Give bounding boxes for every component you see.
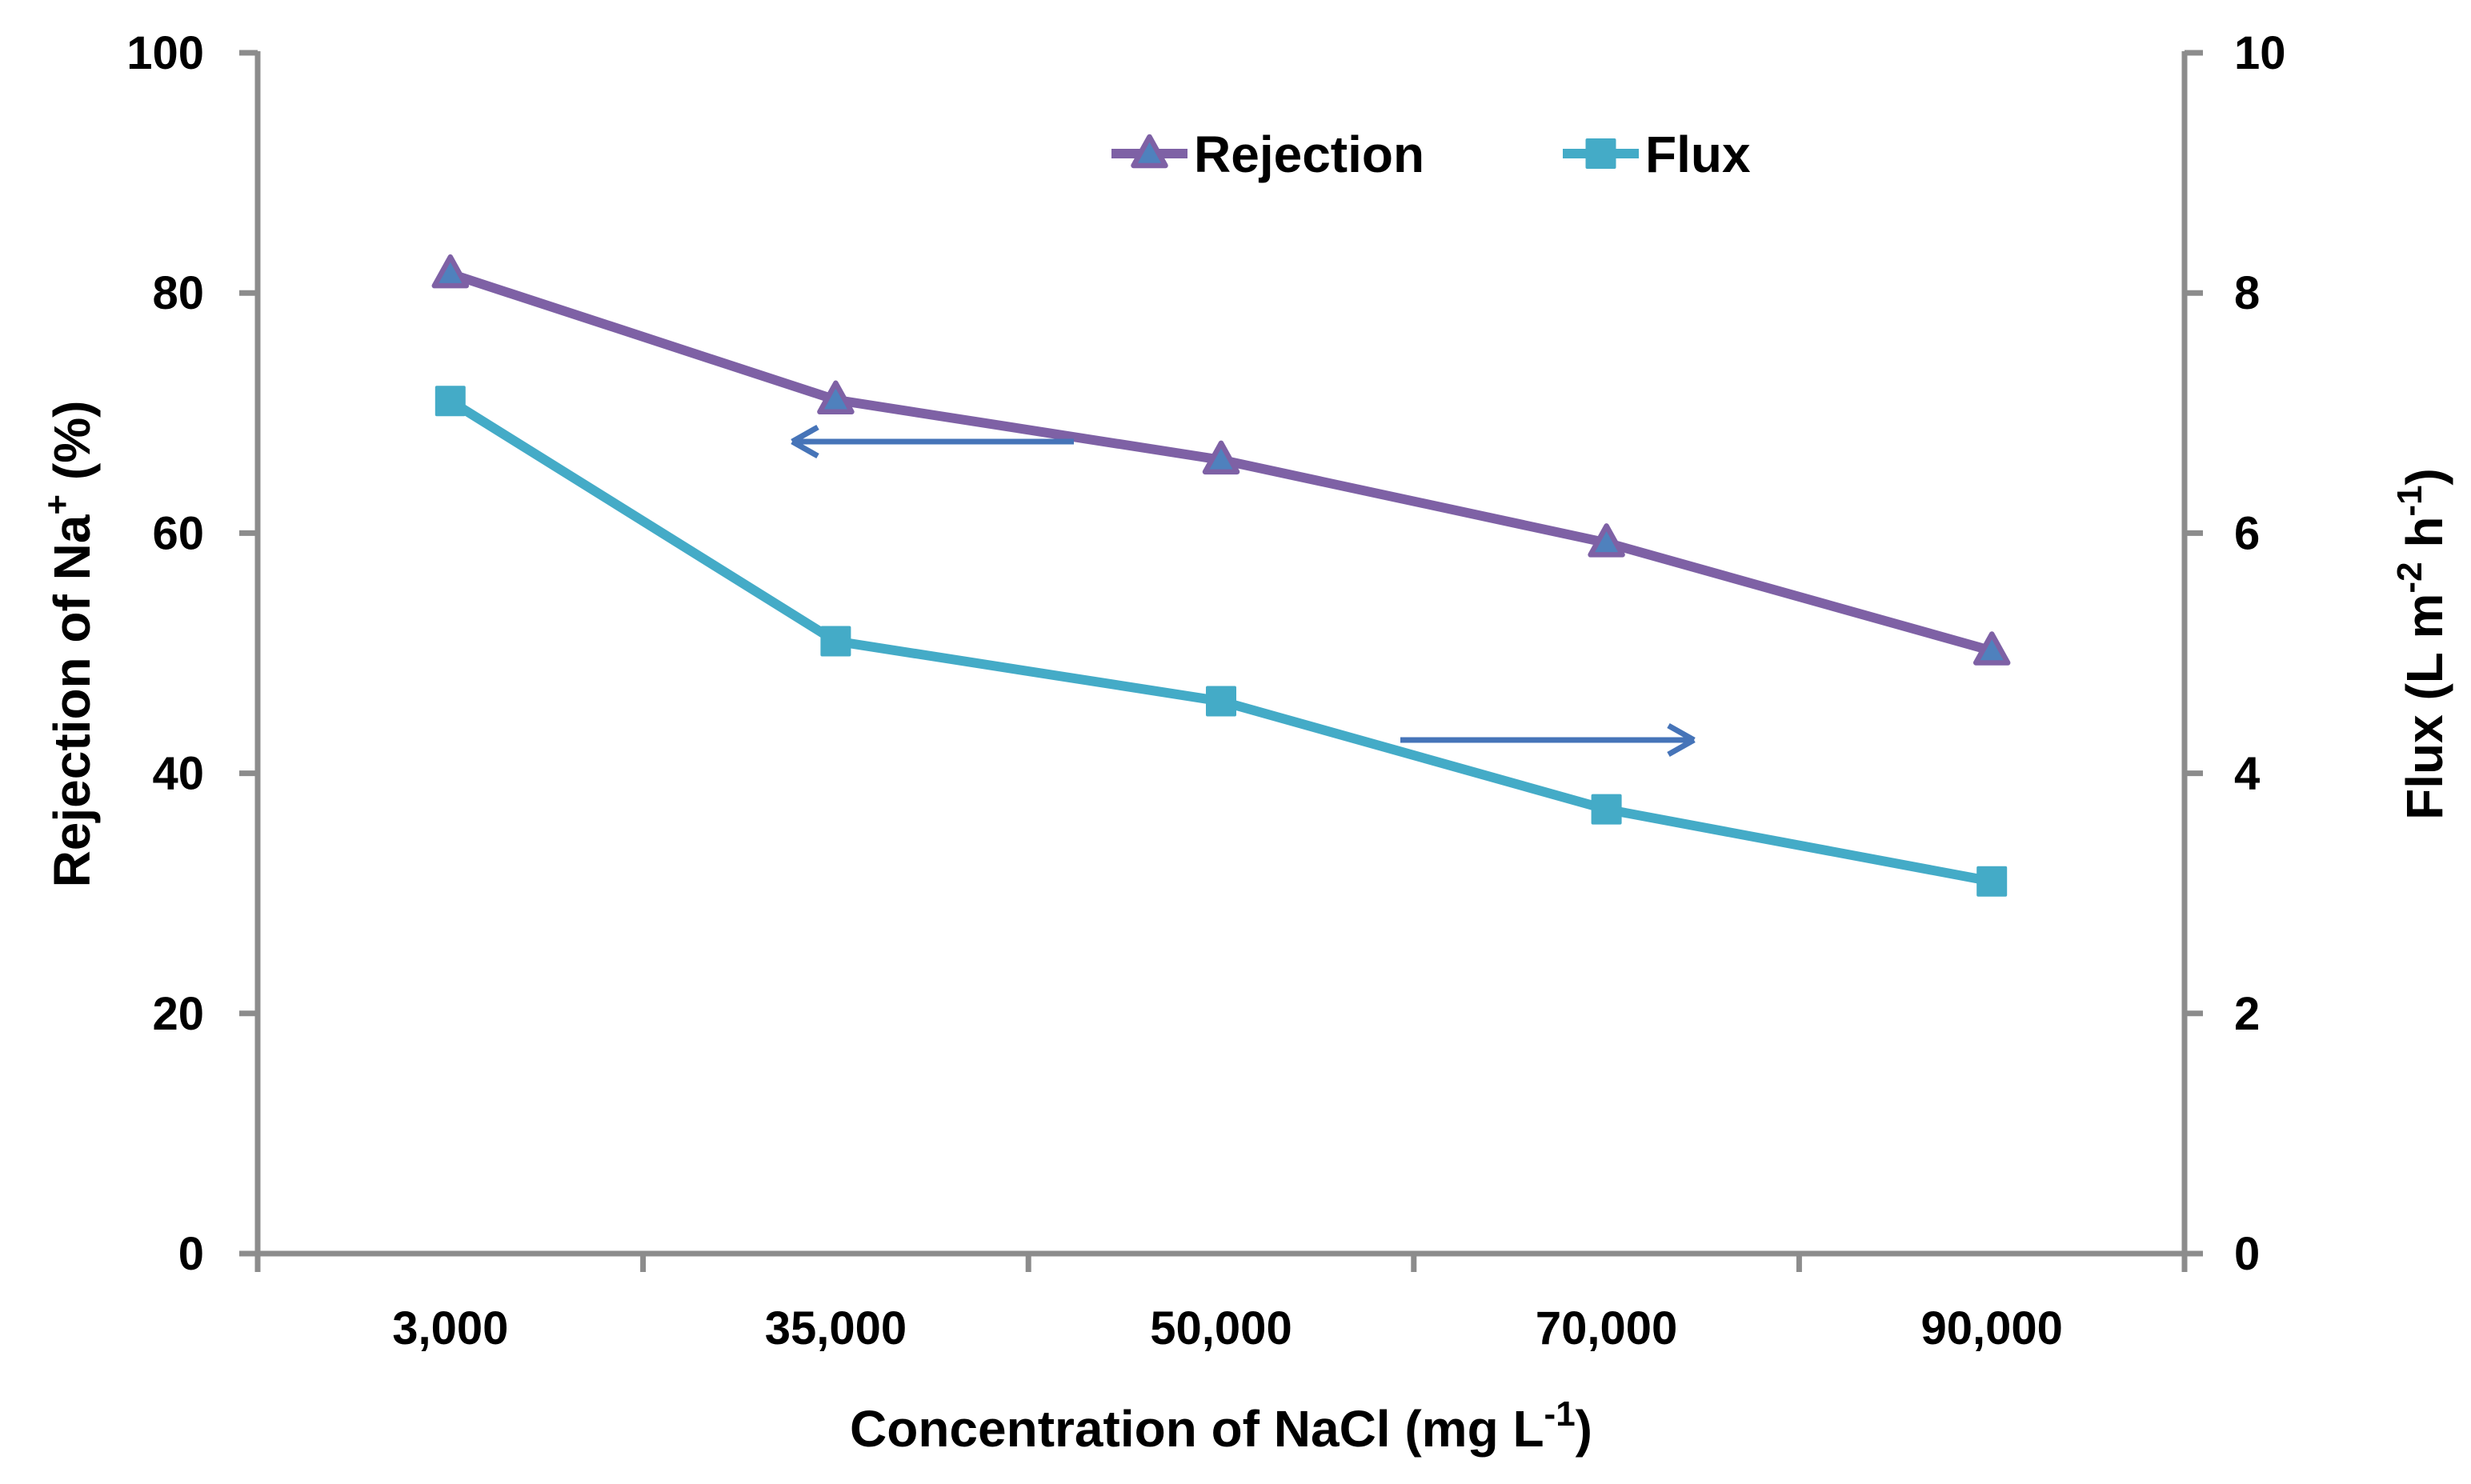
- right-axis-tick-label: 10: [2234, 27, 2286, 79]
- left-axis-tick-label: 60: [152, 507, 204, 559]
- right-axis-title: Flux (L m-2​ h-1​): [2390, 468, 2453, 820]
- left-axis-tick-label: 40: [152, 748, 204, 800]
- right-arrow-stroke: [1667, 722, 1696, 743]
- data-point-rejection: [1588, 523, 1625, 558]
- data-point-flux: [1976, 866, 2008, 897]
- data-point-flux: [1206, 686, 1236, 717]
- right-axis-tick-label: 2: [2234, 988, 2260, 1040]
- x-axis-category-label: 70,000: [1536, 1302, 1677, 1354]
- left-arrow-stroke: [791, 438, 819, 459]
- data-point-rejection: [1202, 440, 1240, 475]
- legend-label-rejection: Rejection: [1194, 126, 1424, 183]
- right-axis-tick-label: 4: [2234, 748, 2260, 800]
- legend-label-flux: Flux: [1645, 126, 1751, 183]
- legend-marker-square-icon: [1585, 138, 1616, 169]
- right-axis-tick-label: 6: [2234, 507, 2260, 559]
- data-point-flux: [1591, 794, 1622, 825]
- data-point-rejection: [1972, 631, 2011, 666]
- right-arrow-stroke: [1667, 737, 1696, 758]
- x-axis-category-label: 90,000: [1920, 1302, 2062, 1354]
- legend-marker-triangle-icon: [1131, 134, 1168, 169]
- right-arrow-icon: [1400, 722, 1696, 758]
- x-axis-category-label: 35,000: [765, 1302, 907, 1354]
- x-axis-title: Concentration of NaCl (mg L-1​): [850, 1394, 1592, 1458]
- left-axis-tick-label: 80: [152, 267, 204, 319]
- right-axis-tick-label: 8: [2234, 267, 2260, 319]
- left-arrow-icon: [791, 424, 1074, 459]
- right-axis-tick-label: 0: [2234, 1228, 2260, 1280]
- left-arrow-stroke: [791, 424, 819, 445]
- data-point-flux: [820, 626, 851, 657]
- left-axis-tick-label: 0: [178, 1228, 204, 1280]
- data-point-rejection: [431, 254, 470, 289]
- data-point-flux: [435, 386, 466, 417]
- x-axis-category-label: 50,000: [1150, 1302, 1292, 1354]
- data-point-rejection: [817, 380, 855, 415]
- left-axis-tick-label: 100: [126, 27, 204, 79]
- left-axis-tick-label: 20: [152, 988, 204, 1040]
- x-axis-category-label: 3,000: [392, 1302, 508, 1354]
- left-axis-title: Rejection of Na+​ (%): [38, 401, 101, 888]
